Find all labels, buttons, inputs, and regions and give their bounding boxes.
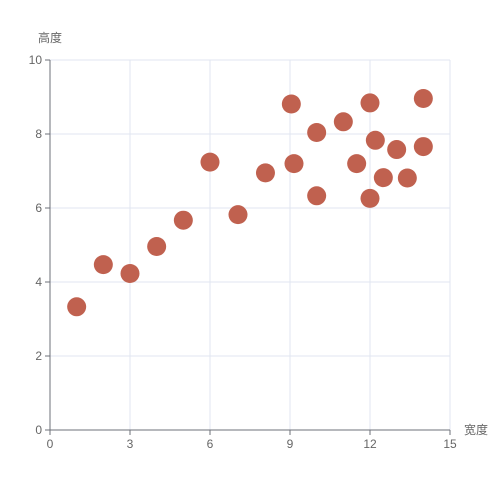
scatter-point[interactable]: [307, 123, 327, 143]
scatter-point[interactable]: [93, 255, 113, 275]
scatter-point[interactable]: [413, 137, 433, 157]
x-tick-label: 0: [47, 437, 54, 451]
x-tick-label: 3: [127, 437, 134, 451]
scatter-point[interactable]: [67, 297, 87, 317]
x-axis-title: 宽度: [464, 422, 488, 437]
axis-layer: [49, 60, 450, 431]
x-tick-label: 12: [363, 437, 377, 451]
scatter-point[interactable]: [347, 154, 367, 174]
grid-layer: [50, 59, 451, 430]
y-tick-label: 4: [35, 275, 42, 289]
point-layer: [67, 88, 433, 317]
scatter-point[interactable]: [387, 140, 407, 160]
scatter-point[interactable]: [147, 236, 167, 256]
scatter-point[interactable]: [228, 205, 248, 225]
scatter-point[interactable]: [307, 186, 327, 206]
scatter-point[interactable]: [284, 154, 304, 174]
scatter-point[interactable]: [333, 112, 353, 132]
y-tick-label: 8: [35, 127, 42, 141]
scatter-point[interactable]: [173, 210, 193, 230]
scatter-point[interactable]: [281, 94, 301, 114]
scatter-point[interactable]: [397, 168, 417, 188]
scatter-point[interactable]: [365, 130, 385, 150]
scatter-point[interactable]: [413, 88, 433, 108]
y-tick-label: 2: [35, 349, 42, 363]
x-tick-label: 15: [443, 437, 457, 451]
y-tick-label: 10: [29, 53, 43, 67]
x-tick-label: 9: [287, 437, 294, 451]
scatter-point[interactable]: [373, 168, 393, 188]
scatter-point[interactable]: [200, 152, 220, 172]
tick-layer: 0 3 6 9 12 15 0 2 4 6 8 10: [29, 53, 457, 451]
y-tick-label: 6: [35, 201, 42, 215]
scatter-point[interactable]: [360, 93, 380, 113]
y-tick-label: 0: [35, 423, 42, 437]
y-axis-title: 高度: [38, 30, 62, 45]
scatter-point[interactable]: [120, 263, 140, 283]
scatter-point[interactable]: [360, 188, 380, 208]
x-tick-label: 6: [207, 437, 214, 451]
scatter-point[interactable]: [255, 163, 275, 183]
